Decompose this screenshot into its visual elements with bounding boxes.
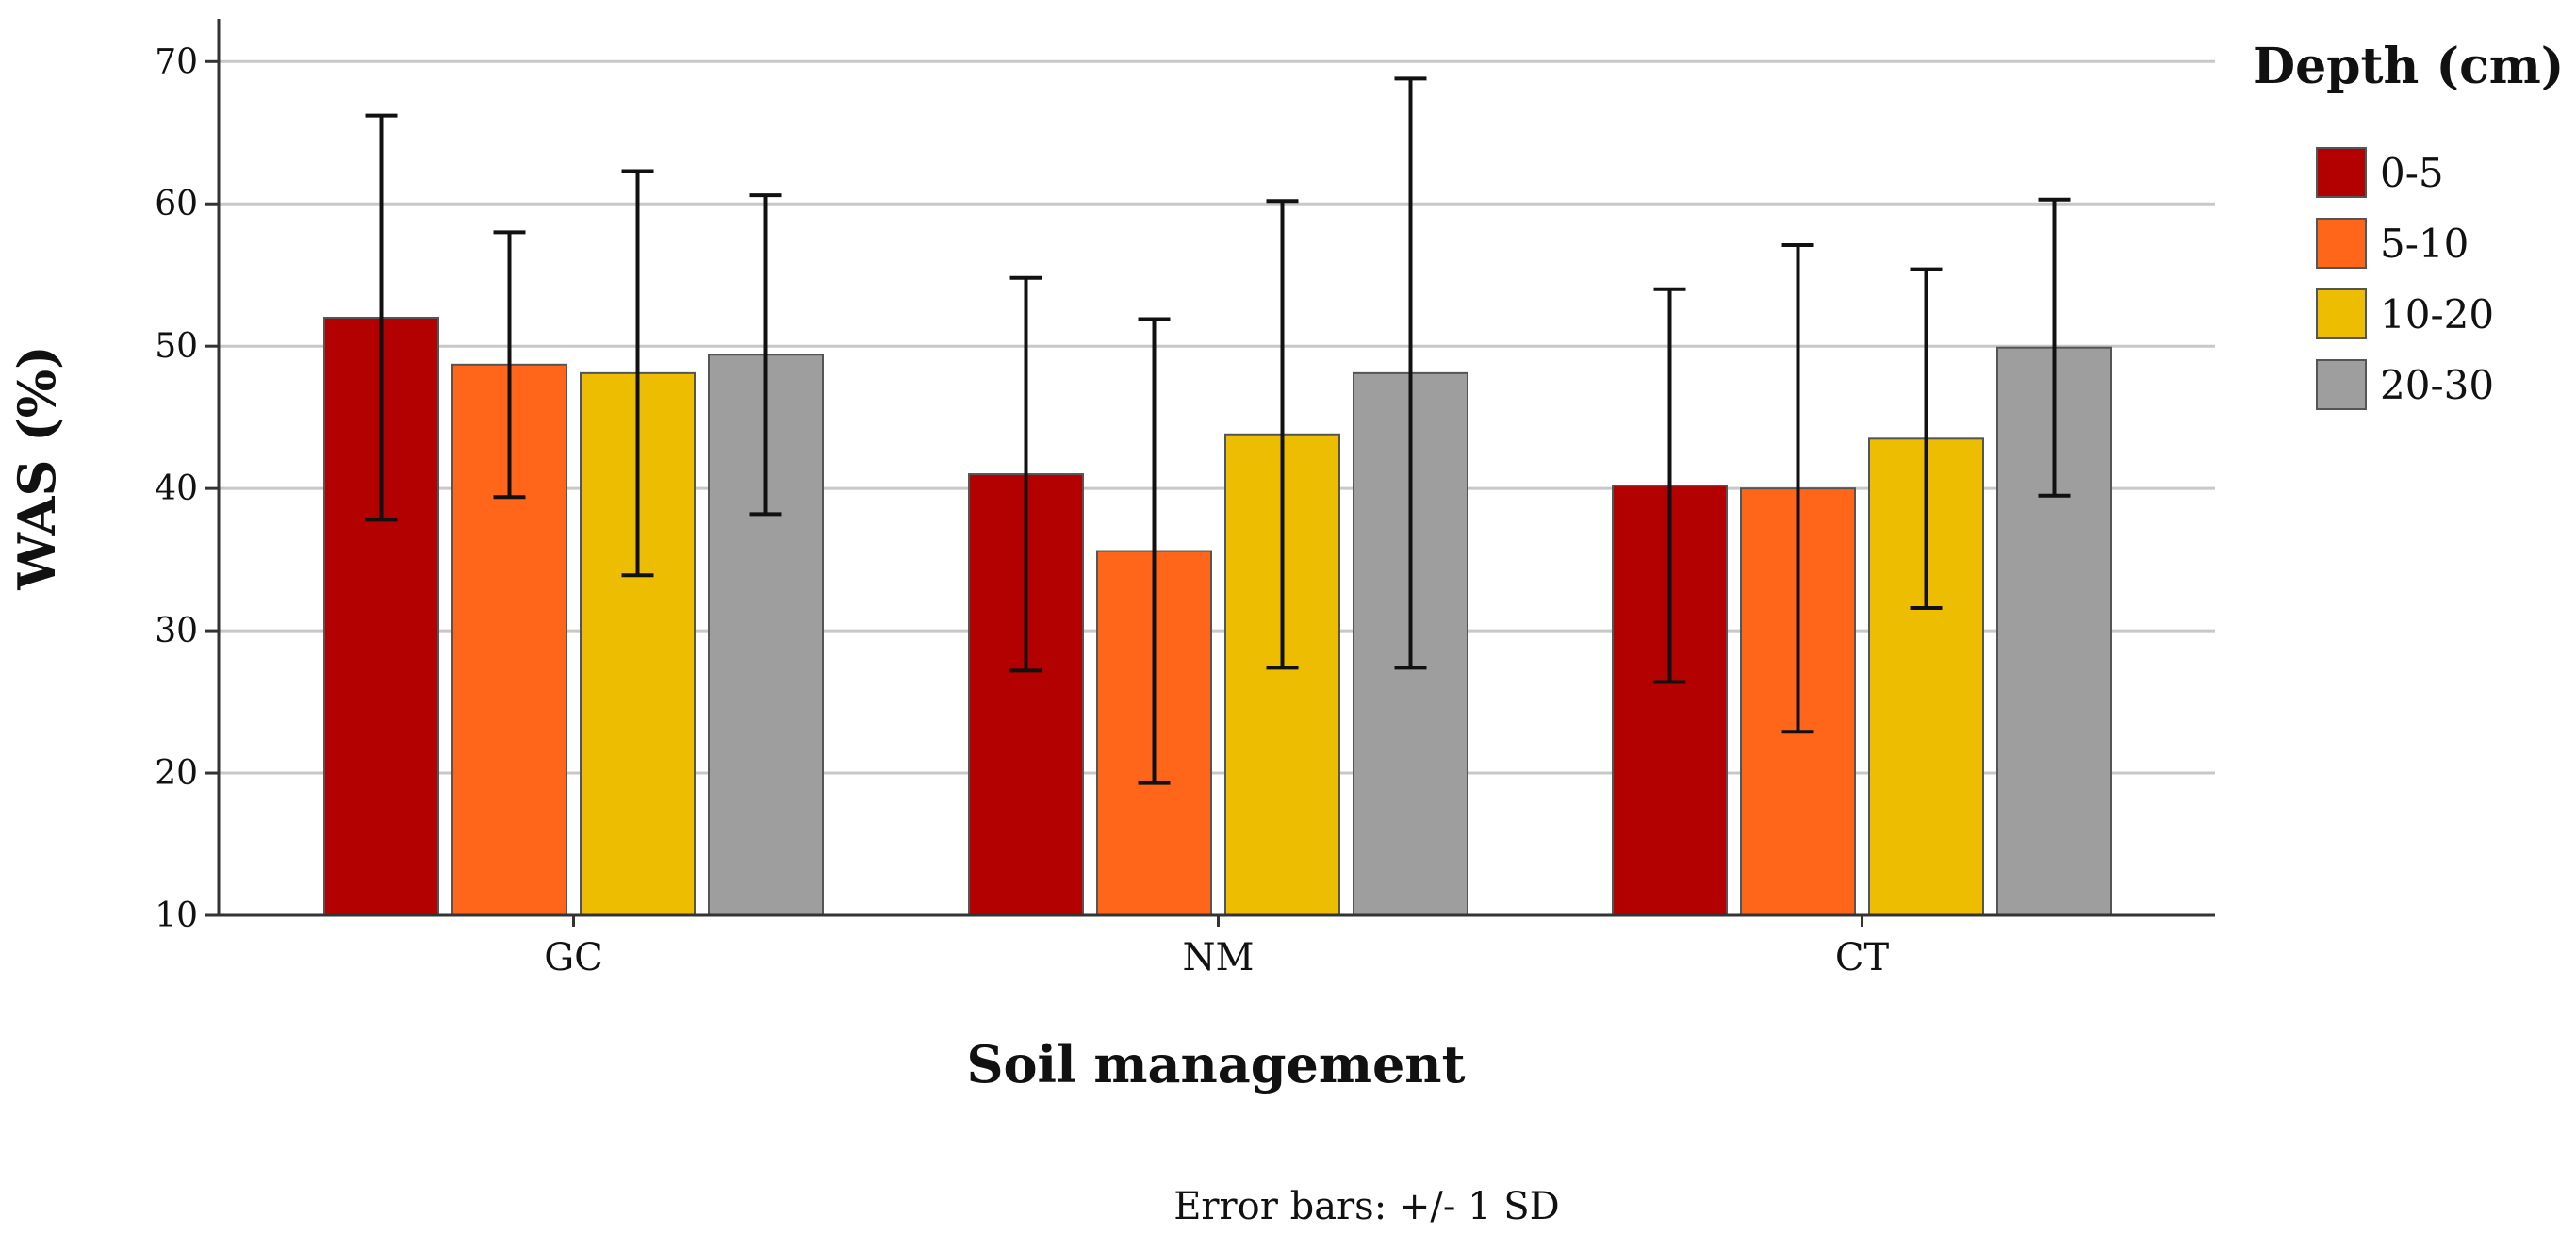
error-bars bbox=[365, 76, 2071, 785]
bar-series bbox=[323, 317, 2112, 917]
legend-swatch-20-30 bbox=[2316, 359, 2367, 410]
footnote: Error bars: +/- 1 SD bbox=[1173, 1185, 1560, 1228]
x-tick-label-NM: NM bbox=[1183, 936, 1255, 979]
legend-title: Depth (cm) bbox=[2253, 38, 2564, 95]
legend-label-0-5: 0-5 bbox=[2380, 150, 2444, 196]
x-tick-labels: GC NM CT bbox=[544, 915, 1889, 979]
y-tick-label: 60 bbox=[155, 185, 198, 223]
legend-swatch-0-5 bbox=[2316, 147, 2367, 198]
legend-label-10-20: 10-20 bbox=[2380, 291, 2494, 337]
x-axis-title: Soil management bbox=[966, 1034, 1465, 1094]
x-tick-label-GC: GC bbox=[544, 936, 603, 979]
legend-label-5-10: 5-10 bbox=[2380, 221, 2469, 267]
legend-label-20-30: 20-30 bbox=[2380, 362, 2494, 408]
y-tick-label: 70 bbox=[155, 42, 198, 81]
y-tick-label: 50 bbox=[155, 327, 198, 366]
y-tick-label: 40 bbox=[155, 469, 198, 508]
legend-swatch-5-10 bbox=[2316, 218, 2367, 269]
y-tick-label: 30 bbox=[155, 612, 198, 650]
legend: Depth (cm) 0-5 5-10 10-20 20-30 bbox=[2253, 38, 2564, 410]
y-axis-title: WAS (%) bbox=[7, 345, 67, 590]
y-tick-labels: 10 20 30 40 50 60 70 bbox=[155, 42, 198, 935]
y-tick-label: 10 bbox=[155, 896, 198, 935]
legend-swatch-10-20 bbox=[2316, 288, 2367, 339]
y-tick-label: 20 bbox=[155, 754, 198, 793]
x-tick-label-CT: CT bbox=[1835, 936, 1890, 979]
